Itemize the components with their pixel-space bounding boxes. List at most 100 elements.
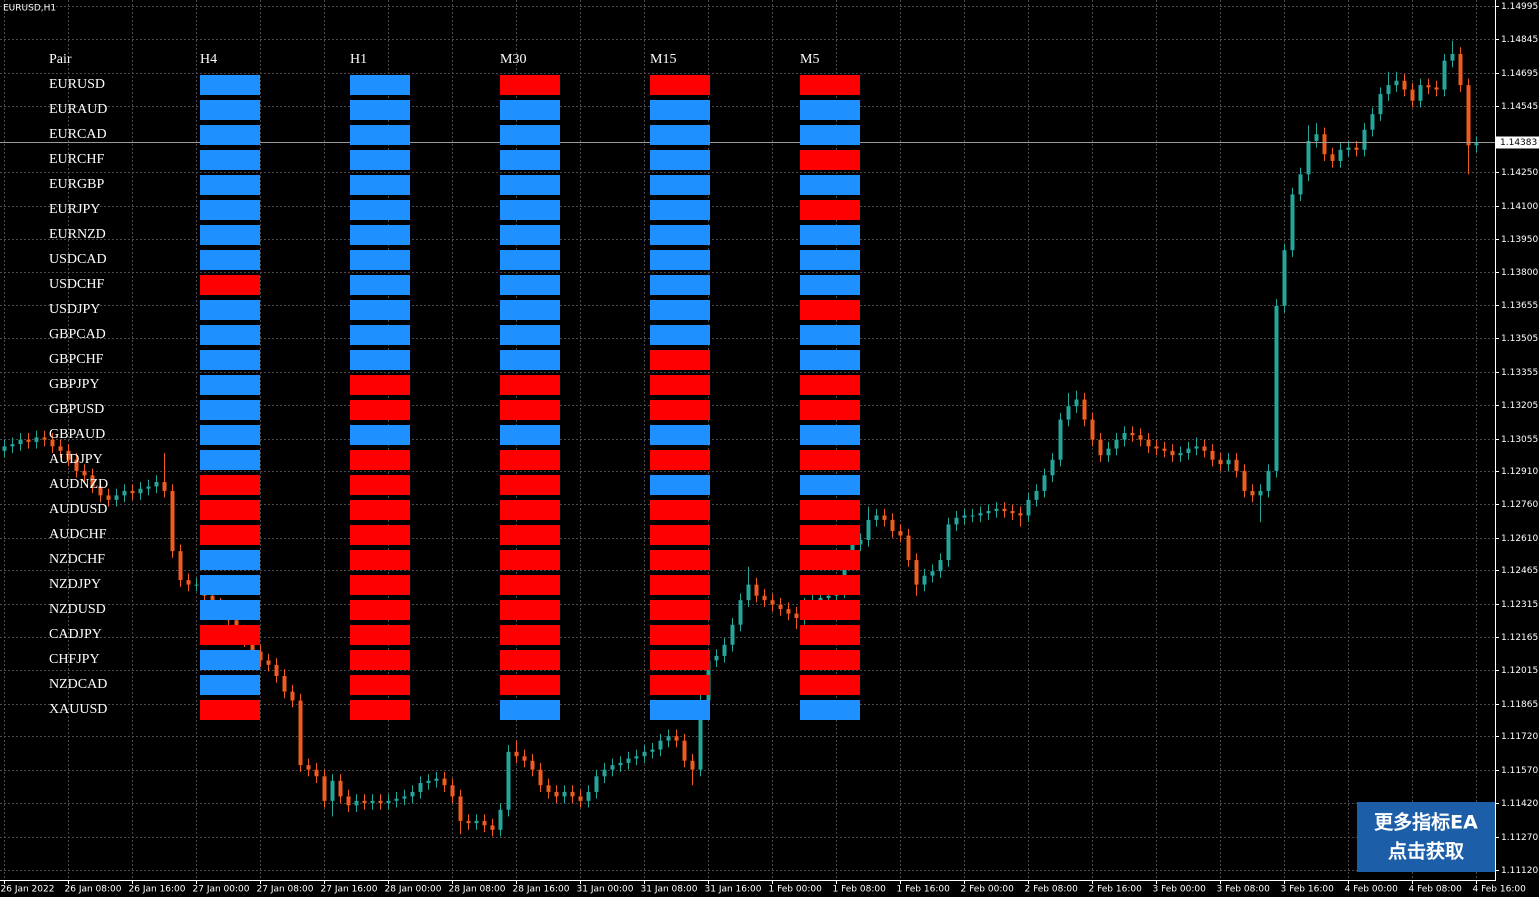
candle-body <box>1474 143 1479 146</box>
candle-body <box>1282 250 1287 306</box>
signal-cell <box>200 350 260 370</box>
pair-label: EURUSD <box>49 77 105 92</box>
y-tick-label: 1.12465 <box>1501 566 1538 576</box>
signal-cell <box>350 75 410 95</box>
signal-cell <box>650 400 710 420</box>
y-tick-label: 1.13800 <box>1501 268 1538 278</box>
signal-cell <box>650 150 710 170</box>
signal-cell <box>500 250 560 270</box>
candle-body <box>730 624 735 645</box>
banner[interactable]: 更多指标EA 点击获取 <box>1357 802 1495 872</box>
candle-body <box>154 482 159 487</box>
pair-label: GBPUSD <box>49 402 104 417</box>
banner-line[interactable]: 点击获取 <box>1388 840 1464 863</box>
x-tick-label: 31 Jan 16:00 <box>705 885 762 895</box>
candle-body <box>818 597 823 601</box>
signal-cell <box>500 125 560 145</box>
signal-cell <box>350 225 410 245</box>
signal-cell <box>200 275 260 295</box>
x-tick-label: 4 Feb 16:00 <box>1473 885 1527 895</box>
candle-body <box>1466 85 1471 146</box>
signal-cell <box>500 200 560 220</box>
candle-body <box>1154 446 1159 449</box>
signal-cell <box>650 325 710 345</box>
candle-body <box>570 791 575 797</box>
candle-body <box>1026 499 1031 516</box>
candle-body <box>1314 134 1319 141</box>
signal-cell <box>800 275 860 295</box>
candle-body <box>1146 439 1151 447</box>
candle-body <box>794 613 799 619</box>
candle-body <box>82 470 87 476</box>
candle-body <box>58 446 63 451</box>
signal-cell <box>200 700 260 720</box>
candle-body <box>1186 448 1191 454</box>
signal-cell <box>200 100 260 120</box>
x-tick-label: 31 Jan 00:00 <box>577 885 634 895</box>
pair-label: EURJPY <box>49 202 100 217</box>
candle-body <box>1330 154 1335 161</box>
candle-body <box>50 439 55 447</box>
y-tick-label: 1.13205 <box>1501 401 1538 411</box>
candle-body <box>1010 511 1015 514</box>
signal-cell <box>650 375 710 395</box>
candle-body <box>1130 432 1135 436</box>
signal-cell <box>500 600 560 620</box>
y-tick-label: 1.14995 <box>1501 2 1538 12</box>
candle-body <box>42 437 47 440</box>
candle-body <box>938 560 943 572</box>
candle-body <box>178 551 183 581</box>
x-tick-label: 31 Jan 08:00 <box>641 885 698 895</box>
signal-cell <box>800 650 860 670</box>
candle-body <box>1226 459 1231 465</box>
signal-cell <box>350 300 410 320</box>
signal-cell <box>350 350 410 370</box>
x-tick-label: 1 Feb 00:00 <box>769 885 823 895</box>
signal-cell <box>350 175 410 195</box>
candle-body <box>1178 453 1183 456</box>
signal-cell <box>500 650 560 670</box>
candle-body <box>754 584 759 596</box>
signal-cell <box>350 200 410 220</box>
candle-body <box>498 809 503 830</box>
candle-body <box>1354 147 1359 150</box>
pair-label: NZDCAD <box>49 677 107 692</box>
y-tick-label: 1.13055 <box>1501 435 1538 445</box>
candle-body <box>1274 305 1279 471</box>
signal-cell <box>200 75 260 95</box>
candle-body <box>1450 53 1455 61</box>
candle-body <box>66 450 71 460</box>
candle-body <box>602 769 607 777</box>
x-tick-label: 3 Feb 16:00 <box>1281 885 1335 895</box>
signal-cell <box>200 600 260 620</box>
pair-label: CHFJPY <box>49 652 100 667</box>
x-tick-label: 26 Jan 2022 <box>1 885 55 895</box>
x-tick-label: 28 Jan 16:00 <box>513 885 570 895</box>
y-tick-label: 1.13505 <box>1501 334 1538 344</box>
signal-cell <box>800 625 860 645</box>
banner-line[interactable]: 更多指标EA <box>1374 811 1478 834</box>
signal-cell <box>650 75 710 95</box>
candle-body <box>1378 94 1383 115</box>
signal-cell <box>200 500 260 520</box>
candle-body <box>826 595 831 598</box>
banner-box[interactable] <box>1357 802 1495 872</box>
signal-cell <box>500 325 560 345</box>
signal-cell <box>650 650 710 670</box>
candle-body <box>1234 459 1239 471</box>
candle-body <box>1298 174 1303 195</box>
pair-label: EURCHF <box>49 152 104 167</box>
candle-body <box>882 515 887 520</box>
y-tick-label: 1.11865 <box>1501 700 1538 710</box>
signal-cell <box>500 400 560 420</box>
candle-body <box>562 791 567 797</box>
signal-cell <box>350 600 410 620</box>
candle-body <box>1426 85 1431 88</box>
candle-body <box>1138 435 1143 440</box>
signal-cell <box>650 700 710 720</box>
signal-cell <box>350 450 410 470</box>
signal-cell <box>650 525 710 545</box>
signal-cell <box>500 675 560 695</box>
signal-cell <box>350 375 410 395</box>
pair-label: EURGBP <box>49 177 104 192</box>
